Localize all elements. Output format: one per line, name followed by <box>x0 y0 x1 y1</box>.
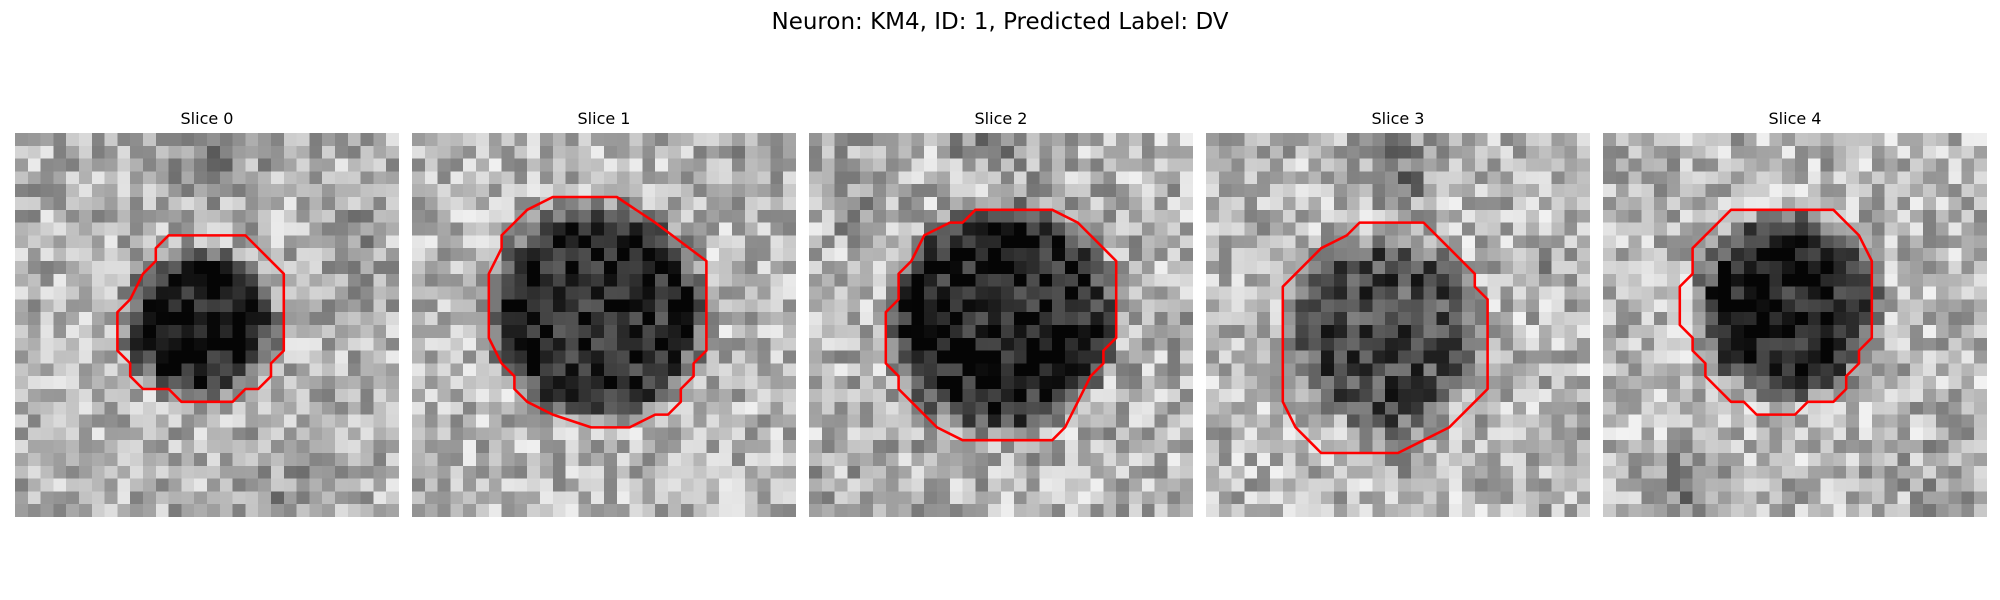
slice-image-0 <box>15 133 399 517</box>
pixel-grid <box>412 133 796 517</box>
slice-title-0: Slice 0 <box>180 109 234 128</box>
slice-title-4: Slice 4 <box>1768 109 1822 128</box>
slice-panel-4: Slice 4 <box>1603 107 1987 517</box>
slice-title-2: Slice 2 <box>974 109 1028 128</box>
pixel-grid <box>809 133 1193 517</box>
slice-panel-3: Slice 3 <box>1206 107 1590 517</box>
slice-panel-0: Slice 0 <box>15 107 399 517</box>
segmentation-contour <box>116 234 286 404</box>
segmentation-contour <box>884 208 1118 442</box>
segmentation-contour <box>1281 221 1489 455</box>
slice-image-3 <box>1206 133 1590 517</box>
slice-image-2 <box>809 133 1193 517</box>
segmentation-contour <box>1678 208 1874 416</box>
pixel-grid <box>1206 133 1590 517</box>
slice-title-1: Slice 1 <box>577 109 631 128</box>
slice-panel-2: Slice 2 <box>809 107 1193 517</box>
pixel-grid <box>1603 133 1987 517</box>
segmentation-contour <box>487 195 708 429</box>
figure-title: Neuron: KM4, ID: 1, Predicted Label: DV <box>771 9 1229 35</box>
slice-title-3: Slice 3 <box>1371 109 1425 128</box>
slice-image-1 <box>412 133 796 517</box>
slice-image-4 <box>1603 133 1987 517</box>
slice-panel-1: Slice 1 <box>412 107 796 517</box>
pixel-grid <box>15 133 399 517</box>
